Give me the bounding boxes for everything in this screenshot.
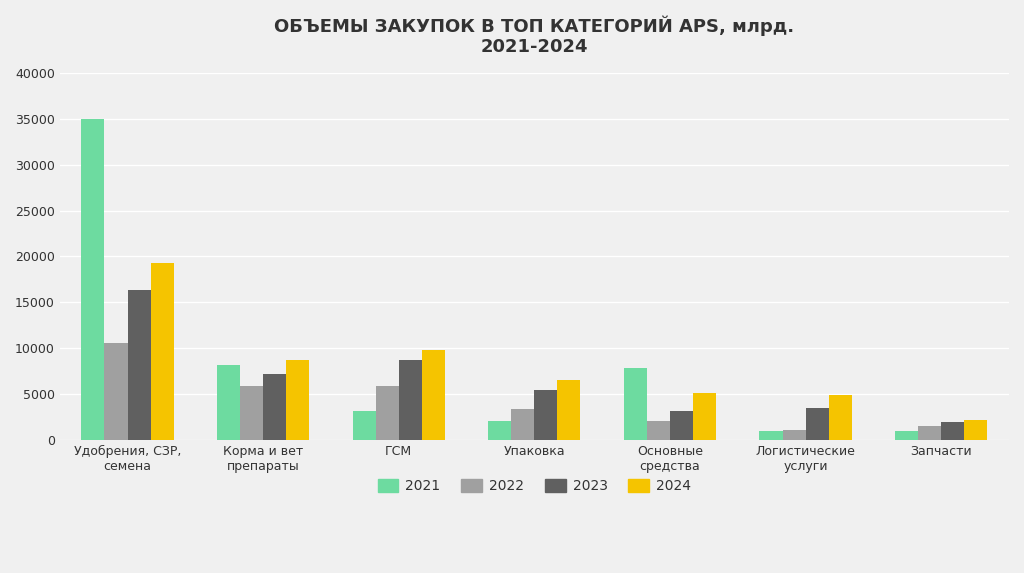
Bar <box>557 380 581 439</box>
Bar <box>488 421 511 439</box>
Bar <box>647 421 670 439</box>
Title: ОБЪЕМЫ ЗАКУПОК В ТОП КАТЕГОРИЙ APS, млрд.
2021-2024: ОБЪЕМЫ ЗАКУПОК В ТОП КАТЕГОРИЙ APS, млрд… <box>274 15 795 56</box>
Bar <box>782 430 806 439</box>
Bar <box>104 343 128 439</box>
Bar <box>240 386 263 439</box>
Bar <box>919 426 941 439</box>
Bar <box>352 411 376 439</box>
Legend: 2021, 2022, 2023, 2024: 2021, 2022, 2023, 2024 <box>372 474 696 499</box>
Bar <box>693 393 716 439</box>
Bar <box>151 263 174 439</box>
Bar <box>376 386 398 439</box>
Bar <box>263 374 286 439</box>
Bar <box>965 419 987 439</box>
Bar <box>624 368 647 439</box>
Bar <box>806 407 828 439</box>
Bar <box>82 119 104 439</box>
Bar <box>941 422 965 439</box>
Bar <box>670 411 693 439</box>
Bar <box>286 360 309 439</box>
Bar <box>895 430 919 439</box>
Bar <box>128 291 151 439</box>
Bar <box>422 350 444 439</box>
Bar <box>511 409 535 439</box>
Bar <box>760 430 782 439</box>
Bar <box>398 360 422 439</box>
Bar <box>535 390 557 439</box>
Bar <box>828 395 852 439</box>
Bar <box>217 364 240 439</box>
